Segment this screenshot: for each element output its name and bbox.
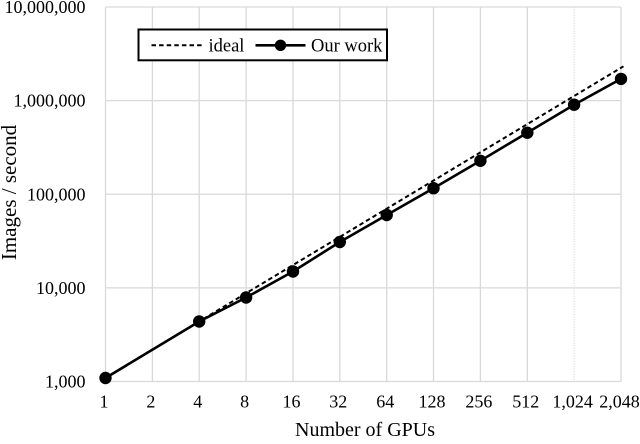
svg-text:1: 1: [100, 392, 109, 412]
svg-text:4: 4: [193, 392, 202, 412]
svg-text:32: 32: [329, 392, 347, 412]
svg-text:1,000: 1,000: [45, 371, 86, 391]
svg-text:64: 64: [376, 392, 394, 412]
svg-text:Number of GPUs: Number of GPUs: [295, 419, 435, 439]
svg-text:8: 8: [240, 392, 249, 412]
svg-text:16: 16: [283, 392, 301, 412]
svg-text:2,048: 2,048: [599, 392, 640, 412]
svg-text:10,000,000: 10,000,000: [5, 0, 86, 17]
svg-text:Images / second: Images / second: [0, 124, 21, 260]
svg-text:Our work: Our work: [311, 36, 383, 56]
svg-text:512: 512: [512, 392, 539, 412]
svg-text:ideal: ideal: [209, 36, 245, 56]
svg-text:128: 128: [419, 392, 446, 412]
svg-text:100,000: 100,000: [27, 184, 86, 204]
svg-text:1,000,000: 1,000,000: [14, 91, 86, 111]
svg-text:256: 256: [465, 392, 492, 412]
svg-text:1,024: 1,024: [552, 392, 593, 412]
svg-text:10,000: 10,000: [36, 278, 86, 298]
svg-text:2: 2: [146, 392, 155, 412]
